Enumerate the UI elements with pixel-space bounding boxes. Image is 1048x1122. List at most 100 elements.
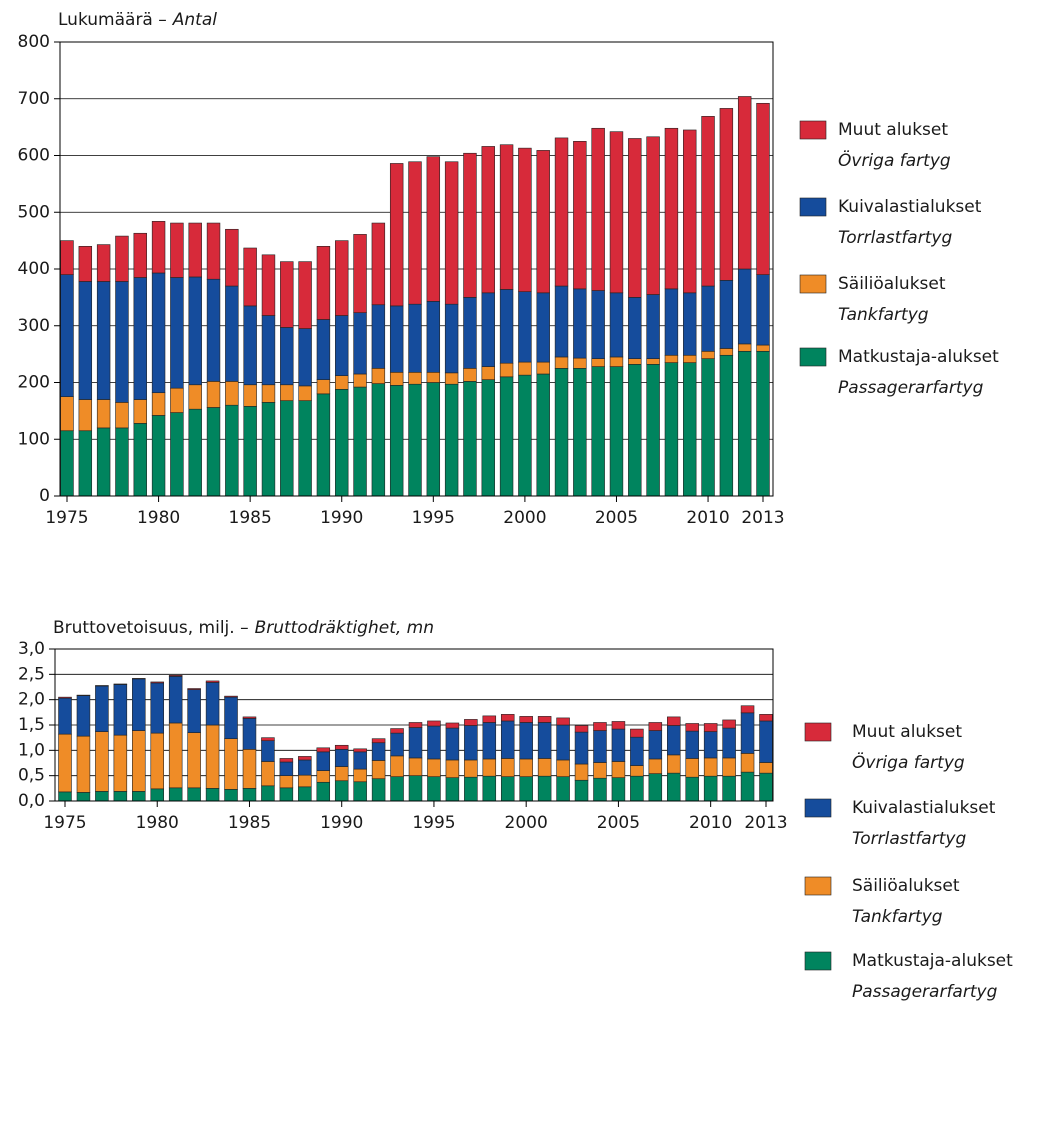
bar-segment (574, 779, 589, 802)
bar-segment (389, 163, 404, 307)
bar-segment (334, 749, 349, 767)
bar-segment (95, 791, 109, 802)
bar-segment (170, 277, 184, 389)
bar-segment (701, 358, 715, 497)
bar-segment (630, 736, 644, 766)
x-tick-label: 1985 (228, 813, 271, 833)
y-tick-label: 0 (39, 486, 50, 506)
bar-segment (298, 786, 312, 802)
bar-segment (719, 280, 734, 349)
bar-segment (737, 96, 752, 270)
bar-segment (205, 788, 220, 802)
bar-segment (537, 775, 552, 802)
x-tick-label: 2010 (686, 508, 729, 528)
bar-segment (225, 285, 239, 382)
bar-segment (132, 791, 146, 802)
bar-segment (115, 427, 129, 497)
bar-segment (667, 725, 681, 756)
bar-segment (224, 738, 238, 790)
bar-segment (500, 776, 515, 802)
bar-segment (353, 234, 367, 313)
bar-segment (701, 116, 715, 287)
bar-segment (225, 228, 239, 287)
x-tick-label: 2005 (595, 508, 638, 528)
x-tick-label: 1995 (412, 813, 455, 833)
y-tick-label: 100 (18, 429, 50, 449)
bar-segment (611, 728, 626, 762)
bar-segment (518, 374, 532, 497)
bar-segment (722, 727, 736, 759)
bar-segment (722, 775, 736, 802)
bar-segment (115, 402, 129, 429)
bar-segment (611, 721, 626, 730)
bar-segment (667, 716, 681, 726)
bar-segment (463, 381, 477, 497)
bar-segment (133, 399, 147, 424)
bar-segment (664, 362, 679, 497)
bar-segment (683, 354, 697, 363)
bar-segment (170, 222, 184, 278)
bar-segment (150, 681, 164, 684)
bar-segment (648, 722, 663, 731)
y-axis-label-main: Lukumäärä – (58, 10, 167, 30)
bar-segment (224, 695, 238, 698)
legend-label: Muut alukset (852, 722, 962, 742)
x-tick-label: 1985 (229, 508, 272, 528)
bar-segment (150, 682, 164, 734)
bar-segment (628, 297, 642, 359)
bar-segment (316, 751, 331, 771)
bar-segment (316, 770, 331, 783)
bar-segment (573, 357, 587, 369)
bar-segment (685, 723, 699, 732)
bar-segment (536, 361, 550, 375)
bar-segment (464, 759, 478, 778)
bar-segment (554, 285, 569, 358)
bar-segment (719, 108, 734, 281)
bar-segment (242, 749, 257, 789)
bar-segment (353, 373, 367, 388)
bar-segment (499, 362, 514, 378)
bar-segment (756, 344, 770, 352)
bar-segment (554, 137, 569, 287)
bar-segment (556, 776, 570, 802)
bar-segment (206, 407, 221, 497)
bar-segment (261, 384, 276, 403)
bar-segment (701, 350, 715, 359)
bar-segment (113, 684, 128, 736)
bar-segment (630, 765, 644, 777)
bar-segment (168, 675, 183, 677)
legend-swatch (799, 120, 827, 140)
bar-segment (335, 389, 349, 497)
bar-segment (206, 381, 221, 408)
bar-segment (482, 722, 497, 760)
bar-segment (481, 379, 495, 497)
bar-segment (96, 281, 111, 400)
bar-segment (96, 244, 111, 282)
bar-segment (187, 688, 201, 690)
bar-segment (426, 156, 441, 302)
legend-label-italic: Tankfartyg (852, 907, 943, 927)
bar-segment (518, 361, 532, 376)
bar-segment (445, 727, 460, 761)
bar-segment (519, 722, 533, 760)
bar-segment (261, 737, 275, 742)
bar-segment (537, 716, 552, 723)
bar-segment (298, 759, 312, 776)
bar-segment (703, 723, 718, 732)
x-tick-label: 1980 (136, 813, 179, 833)
bar-segment (648, 730, 663, 760)
y-axis-label: Lukumäärä – Antal (58, 10, 217, 30)
y-tick-label: 3,0 (18, 639, 45, 659)
bar-segment (408, 371, 422, 385)
bar-segment (482, 775, 497, 802)
bar-segment (335, 375, 349, 390)
bar-segment (759, 714, 773, 722)
bar-segment (298, 774, 312, 788)
bar-segment (206, 222, 221, 280)
bar-segment (701, 285, 715, 352)
bar-segment (206, 278, 221, 382)
bar-segment (242, 716, 257, 719)
bar-segment (554, 356, 569, 369)
bar-segment (261, 761, 275, 787)
